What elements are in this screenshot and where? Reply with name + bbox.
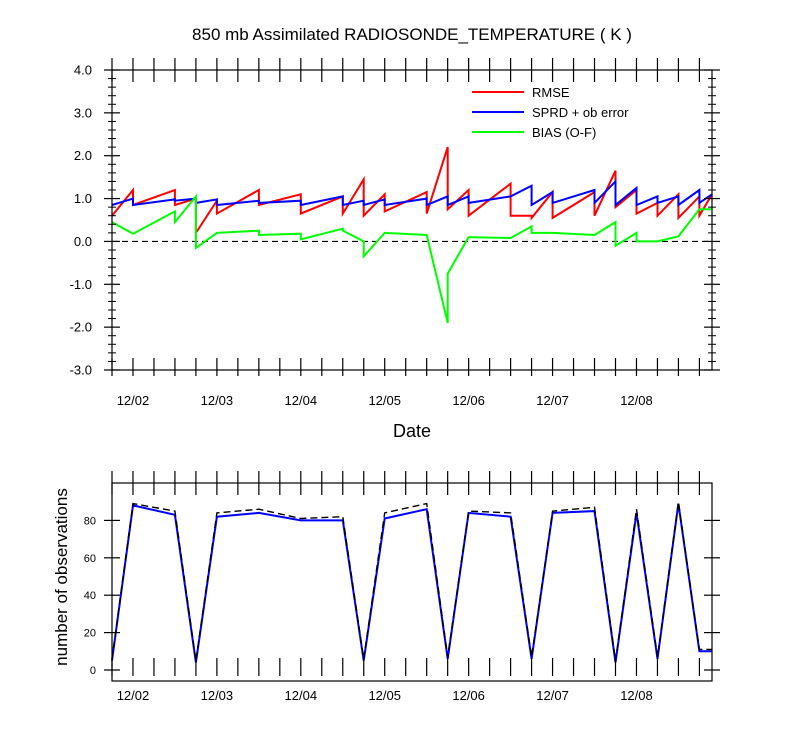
top-legend: RMSE SPRD + ob error BIAS (O-F) <box>472 85 629 140</box>
y-tick-label: 80 <box>84 515 96 527</box>
x-tick-label: 12/08 <box>620 393 653 408</box>
x-tick-label: 12/05 <box>368 688 401 703</box>
y-tick-label: 2.0 <box>74 148 92 163</box>
top-chart: 850 mb Assimilated RADIOSONDE_TEMPERATUR… <box>70 25 720 441</box>
x-tick-label: 12/06 <box>452 393 485 408</box>
x-tick-label: 12/07 <box>536 688 569 703</box>
x-tick-label: 12/04 <box>285 688 318 703</box>
legend-label: RMSE <box>532 85 570 100</box>
x-tick-label: 12/04 <box>285 393 318 408</box>
x-axis-label: Date <box>393 421 431 441</box>
series-line-sprd-ob-error <box>111 178 713 208</box>
y-tick-label: 1.0 <box>74 191 92 206</box>
y-tick-label: 60 <box>84 553 96 565</box>
chart-title: 850 mb Assimilated RADIOSONDE_TEMPERATUR… <box>192 25 632 44</box>
series-line-bias-o-f <box>111 193 712 324</box>
y-tick-label: 0 <box>90 665 96 677</box>
x-tick-label: 12/02 <box>117 688 150 703</box>
x-tick-label: 12/03 <box>201 688 234 703</box>
series-line-possible <box>111 501 712 661</box>
x-tick-label: 12/07 <box>536 393 569 408</box>
x-tick-label: 12/05 <box>368 393 401 408</box>
x-tick-label: 12/06 <box>452 688 485 703</box>
y-tick-label: -3.0 <box>70 363 92 378</box>
legend-label: SPRD + ob error <box>532 105 629 120</box>
y-tick-label: 20 <box>84 628 96 640</box>
bottom-axis-ticks: 0 20 40 60 80 12/02 12/03 12/04 12/05 12/06 12/07 1… <box>84 471 720 703</box>
y-tick-label: 0.0 <box>74 234 92 249</box>
top-plot-area <box>111 146 713 324</box>
x-tick-label: 12/03 <box>201 393 234 408</box>
x-tick-label: 12/08 <box>620 688 653 703</box>
legend-label: BIAS (O-F) <box>532 125 596 140</box>
y-axis-label: number of observations <box>52 488 71 666</box>
x-tick-label: 12/02 <box>117 393 150 408</box>
y-tick-label: 3.0 <box>74 105 92 120</box>
y-tick-label: 40 <box>84 590 96 602</box>
bottom-chart: 0 20 40 60 80 12/02 12/03 12/04 12/05 12/06 12/07 1… <box>52 471 720 703</box>
top-axis-ticks: -3.0 -2.0 -1.0 0.0 1.0 2.0 3.0 4.0 12/02 12/03 12/… <box>70 58 720 408</box>
y-tick-label: -2.0 <box>70 320 92 335</box>
y-tick-label: 4.0 <box>74 63 92 78</box>
bottom-plot-frame <box>111 482 713 682</box>
y-tick-label: -1.0 <box>70 277 92 292</box>
top-plot-frame <box>111 69 713 371</box>
